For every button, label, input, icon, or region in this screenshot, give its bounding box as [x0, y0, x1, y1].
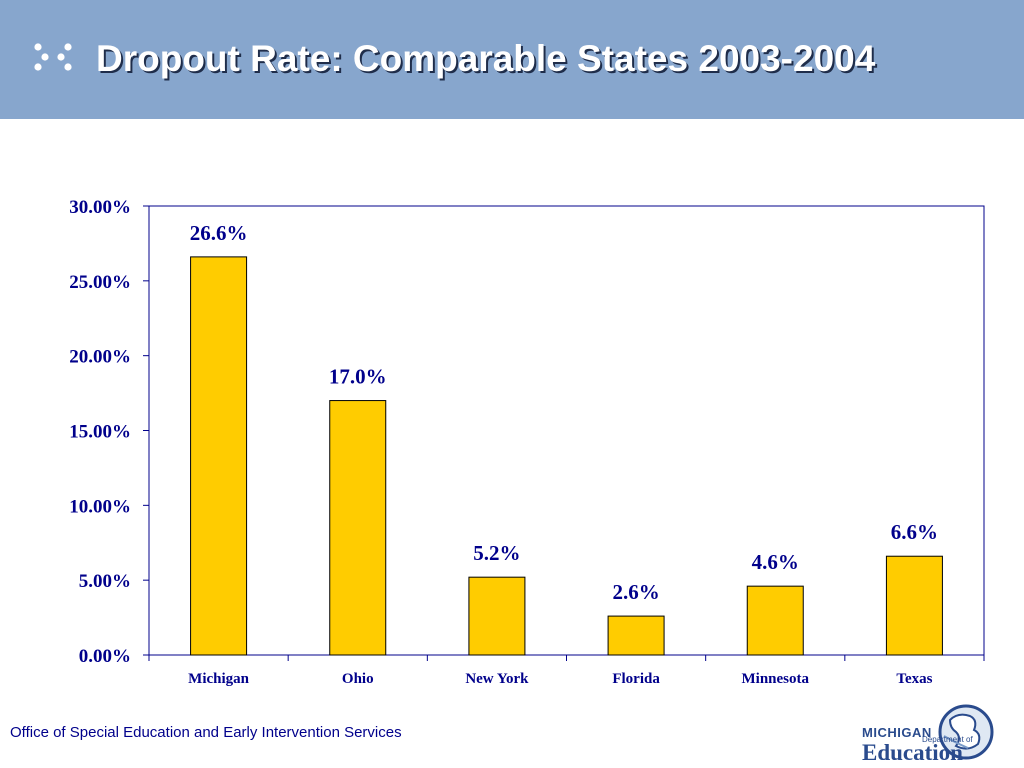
y-tick-label: 15.00% — [69, 422, 131, 443]
data-label: 2.6% — [612, 580, 659, 604]
category-label: Minnesota — [742, 671, 810, 687]
y-tick-label: 5.00% — [79, 571, 131, 592]
bar — [468, 576, 526, 656]
data-label: 17.0% — [329, 365, 387, 389]
bar — [190, 256, 248, 656]
bar — [746, 585, 804, 656]
category-label: New York — [465, 671, 529, 687]
y-tick-label: 25.00% — [69, 272, 131, 293]
category-label: Ohio — [342, 671, 374, 687]
michigan-education-logo: MICHIGAN Department of Education — [858, 700, 998, 765]
logo-line-education: Education — [862, 740, 963, 765]
dots-bullet-icon — [34, 43, 72, 71]
michigan-map-icon — [938, 704, 994, 760]
data-label: 6.6% — [891, 520, 938, 544]
data-label: 4.6% — [752, 550, 799, 574]
logo-line-department: Department of — [922, 735, 973, 744]
y-tick-label: 10.00% — [69, 496, 131, 517]
y-tick-label: 20.00% — [69, 347, 131, 368]
data-label: 5.2% — [473, 541, 520, 565]
category-label: Michigan — [188, 671, 249, 687]
y-tick-label: 0.00% — [79, 646, 131, 667]
data-label: 26.6% — [190, 221, 248, 245]
bar — [885, 555, 943, 656]
bar — [607, 615, 665, 656]
plot-area-frame — [148, 205, 985, 656]
slide-title: Dropout Rate: Comparable States 2003-200… — [96, 38, 876, 79]
category-label: Texas — [896, 671, 932, 687]
y-tick-label: 30.00% — [69, 197, 131, 218]
category-label: Florida — [612, 671, 660, 687]
bar — [329, 400, 387, 656]
bar-chart: 0.00% 5.00% 10.00% 15.00% 20.00% 25.00% 30.00%… — [69, 197, 985, 687]
logo-line-michigan: MICHIGAN — [862, 725, 932, 740]
header-bar: Dropout Rate: Comparable States 2003-200… — [0, 0, 1024, 119]
footer-text: Office of Special Education and Early In… — [10, 724, 402, 741]
